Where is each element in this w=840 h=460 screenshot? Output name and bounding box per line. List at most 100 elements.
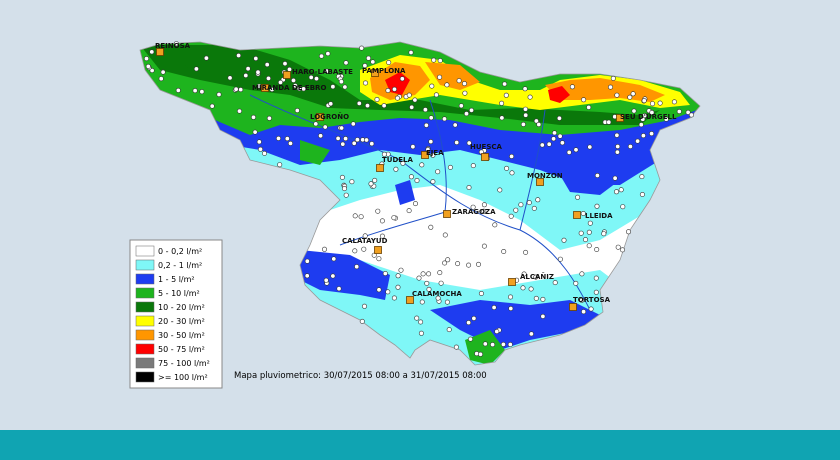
- station-dot: [442, 260, 448, 266]
- station-dot: [551, 130, 557, 136]
- station-dot: [422, 107, 428, 113]
- station-dot: [453, 344, 459, 350]
- city-name: HARO-LABASTE: [292, 68, 353, 76]
- legend: 0 - 0,2 l/m² 0,2 - 1 l/m² 1 - 5 l/m² 5 - 10…: [135, 245, 210, 383]
- station-dot: [382, 270, 388, 276]
- station-dot: [358, 214, 364, 220]
- station-dot: [520, 121, 526, 127]
- legend-swatch: [135, 371, 155, 383]
- station-dot: [265, 75, 271, 81]
- station-dot: [361, 303, 367, 309]
- station-dot: [375, 208, 381, 214]
- station-dot: [428, 115, 434, 121]
- station-dot: [442, 232, 448, 238]
- station-dot: [642, 113, 648, 119]
- station-dot: [313, 76, 319, 82]
- station-dot: [631, 108, 637, 114]
- station-dot: [471, 315, 477, 321]
- station-dot: [546, 141, 552, 147]
- station-dot: [399, 76, 405, 82]
- station-dot: [466, 185, 472, 191]
- station-dot: [216, 92, 222, 98]
- city-marker: [376, 164, 384, 172]
- station-dot: [352, 213, 358, 219]
- station-dot: [441, 116, 447, 122]
- station-dot: [444, 299, 450, 305]
- station-dot: [579, 271, 585, 277]
- station-dot: [429, 83, 435, 89]
- station-dot: [569, 84, 575, 90]
- station-dot: [470, 204, 476, 210]
- station-dot: [277, 162, 283, 168]
- station-dot: [586, 243, 592, 249]
- station-dot: [173, 41, 179, 47]
- station-dot: [252, 129, 258, 135]
- station-dot: [639, 174, 645, 180]
- legend-swatch: [135, 301, 155, 313]
- stations: [144, 41, 694, 357]
- basin-outline: [139, 41, 701, 366]
- station-dot: [428, 139, 434, 145]
- station-dot: [447, 164, 453, 170]
- station-dot: [426, 286, 432, 292]
- city-marker: [374, 246, 382, 254]
- legend-swatch: [135, 245, 155, 257]
- station-dot: [454, 140, 460, 146]
- city-name: SEU D'URGELL: [620, 113, 677, 121]
- station-dot: [614, 92, 620, 98]
- station-dot: [257, 146, 263, 152]
- station-dot: [610, 75, 616, 81]
- station-dot: [437, 270, 443, 276]
- station-dot: [523, 112, 529, 118]
- city-marker: [616, 114, 624, 122]
- legend-swatch: [135, 273, 155, 285]
- station-dot: [255, 69, 261, 75]
- station-dot: [507, 341, 513, 347]
- city-marker: [421, 151, 429, 159]
- station-dot: [613, 189, 619, 195]
- station-dot: [313, 121, 319, 127]
- station-dot: [277, 79, 283, 85]
- city-marker: [443, 210, 451, 218]
- station-dot: [418, 330, 424, 336]
- station-dot: [350, 121, 356, 127]
- city-marker: [573, 211, 581, 219]
- station-dot: [369, 141, 375, 147]
- station-dot: [437, 74, 443, 80]
- station-dot: [275, 135, 281, 141]
- station-dot: [284, 136, 290, 142]
- station-dot: [552, 280, 558, 286]
- station-dot: [256, 139, 262, 145]
- city-name: CALAMOCHA: [412, 290, 462, 298]
- station-dot: [657, 100, 663, 106]
- city-name: MONZON: [527, 172, 563, 180]
- station-dot: [393, 166, 399, 172]
- station-dot: [627, 144, 633, 150]
- station-dot: [490, 342, 496, 348]
- station-dot: [522, 86, 528, 92]
- station-dot: [435, 169, 441, 175]
- station-dot: [640, 133, 646, 139]
- station-dot: [359, 45, 365, 51]
- station-dot: [237, 108, 243, 114]
- station-dot: [423, 122, 429, 128]
- station-dot: [416, 275, 422, 281]
- station-dot: [322, 124, 328, 130]
- station-dot: [438, 280, 444, 286]
- station-dot: [607, 84, 613, 90]
- station-dot: [491, 304, 497, 310]
- city-marker: [261, 84, 269, 92]
- station-dot: [391, 86, 397, 92]
- station-dot: [635, 138, 641, 144]
- station-dot: [615, 144, 621, 150]
- station-dot: [559, 140, 565, 146]
- station-dot: [324, 68, 330, 74]
- station-dot: [582, 237, 588, 243]
- legend-swatch: [135, 357, 155, 369]
- station-dot: [579, 297, 585, 303]
- station-dot: [614, 132, 620, 138]
- station-dot: [481, 202, 487, 208]
- station-dot: [408, 174, 414, 180]
- station-dot: [376, 256, 382, 262]
